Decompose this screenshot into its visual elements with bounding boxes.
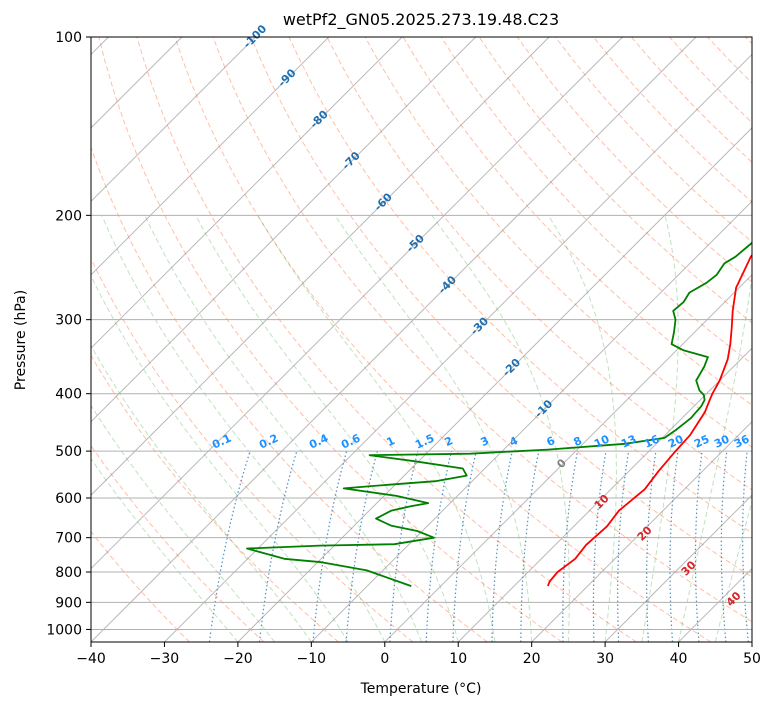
x-tick-label: 40 [670, 651, 688, 667]
x-tick-label: −40 [76, 651, 106, 667]
isotherm-line [91, 37, 697, 642]
plot-frame [90, 36, 753, 643]
moist-adiabat [547, 215, 617, 642]
y-tick-label: 800 [55, 565, 82, 581]
isotherm-line [164, 53, 752, 642]
chart-title: wetPf2_GN05.2025.273.19.48.C23 [283, 10, 559, 30]
mixing-ratio-label: 20 [666, 432, 686, 450]
moist-adiabat [678, 272, 752, 642]
y-tick-label: 200 [55, 208, 82, 224]
dry-adiabat [478, 37, 752, 324]
x-tick-label: 30 [596, 651, 614, 667]
isotherm-line [384, 274, 752, 642]
temperature-series-line [547, 253, 752, 587]
x-tick-label: 20 [523, 651, 541, 667]
mixing-ratio-label: 13 [619, 432, 638, 450]
y-tick-label: 400 [55, 387, 82, 403]
mixing-ratio-line [520, 450, 540, 642]
dewpoint-series-line [246, 241, 752, 587]
isotherm-line [91, 37, 623, 570]
y-tick-label: 900 [55, 595, 82, 611]
mixing-ratio-label: 25 [692, 432, 711, 450]
isotherm-line [531, 420, 752, 642]
dry-adiabat [136, 37, 637, 642]
y-tick-label: 100 [55, 30, 82, 46]
dry-adiabat [516, 37, 752, 283]
y-tick-label: 300 [55, 313, 82, 329]
isotherm-line [604, 494, 752, 642]
mixing-ratio-line [491, 450, 513, 642]
moist-adiabat [641, 215, 679, 642]
dry-adiabat [91, 444, 265, 642]
mixing-ratio-line [764, 451, 771, 642]
x-tick-label: 0 [380, 651, 389, 667]
dry-adiabat [91, 354, 339, 642]
x-axis-label: Temperature (°C) [360, 681, 482, 697]
x-tick-label: −10 [297, 651, 327, 667]
y-tick-label: 600 [55, 491, 82, 507]
moist-adiabat [101, 215, 386, 642]
isotherm-line [91, 37, 256, 203]
y-tick-label: 1000 [46, 622, 82, 638]
plot-background [91, 37, 752, 642]
moist-adiabat [91, 274, 349, 642]
isotherm-line [751, 641, 752, 642]
y-tick-label: 700 [55, 531, 82, 547]
moist-adiabat [257, 215, 496, 642]
moist-adiabat [144, 215, 422, 642]
mixing-ratio-line [312, 450, 348, 642]
mixing-ratio-line [345, 450, 378, 642]
isotherm-line [457, 347, 752, 642]
dry-adiabat [402, 37, 752, 406]
x-tick-label: 50 [743, 651, 761, 667]
y-axis-label: Pressure (hPa) [13, 290, 29, 390]
mixing-ratio-label: 10 [592, 432, 612, 450]
isotherm-line [91, 37, 330, 276]
x-tick-label: −30 [150, 651, 180, 667]
mixing-ratio-label: 16 [642, 432, 662, 450]
moist-adiabat [91, 344, 312, 642]
dry-adiabat [91, 145, 488, 642]
mixing-ratio-line [452, 450, 477, 642]
isotherm-line [91, 37, 550, 496]
mixing-ratio-line [425, 450, 453, 642]
moist-adiabat [91, 404, 275, 642]
dry-adiabat [326, 37, 752, 491]
mixing-ratio-line [389, 450, 419, 642]
x-tick-label: 10 [449, 651, 467, 667]
dry-adiabat [212, 37, 752, 623]
mixing-ratio-label: 36 [732, 432, 752, 450]
x-tick-label: −20 [223, 651, 253, 667]
isotherm-line [91, 37, 403, 349]
y-tick-label: 500 [55, 444, 82, 460]
isotherm-line [237, 127, 752, 642]
dry-adiabat [91, 530, 190, 642]
mixing-ratio-label: 30 [712, 432, 732, 450]
isotherm-line [91, 37, 477, 423]
dry-adiabat [98, 37, 563, 642]
moist-adiabat [714, 499, 752, 642]
dry-adiabat [250, 37, 752, 578]
moist-adiabat [91, 457, 239, 642]
